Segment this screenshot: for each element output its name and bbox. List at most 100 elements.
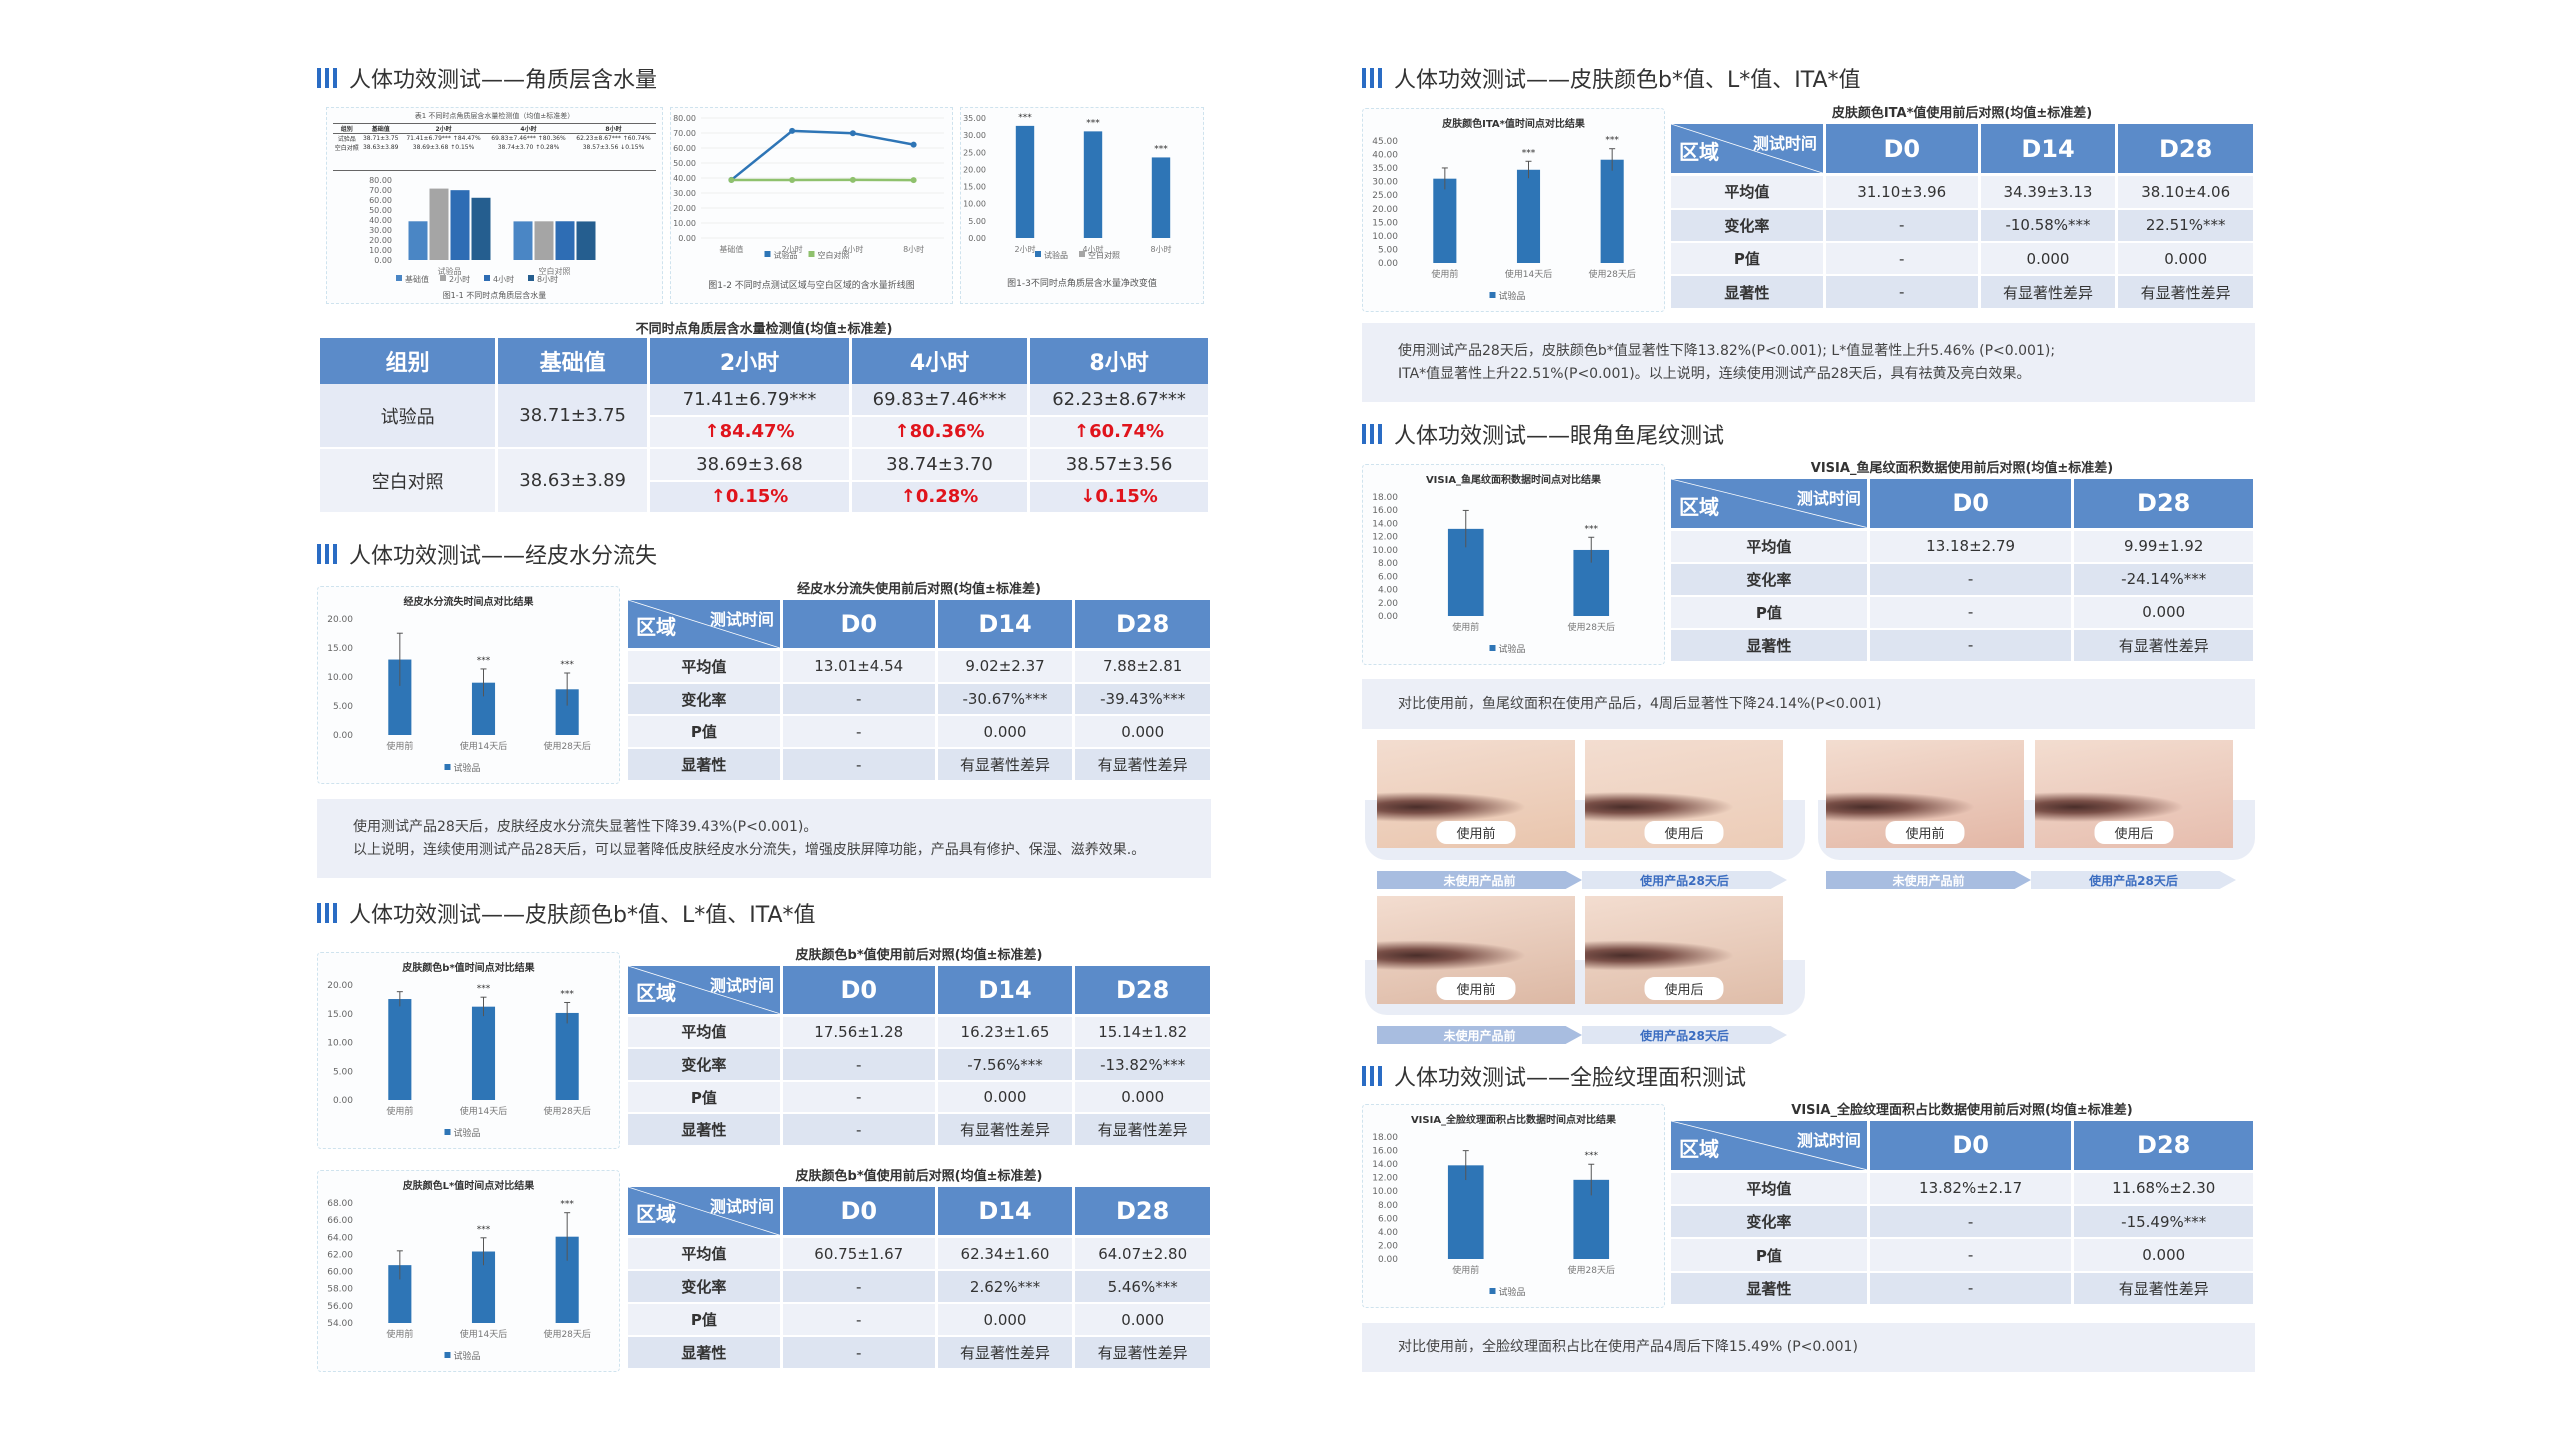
- table-row: P值 -0.000 0.000: [1671, 243, 2253, 277]
- legend-swatch: [1489, 1288, 1496, 1294]
- column-header: D14: [1980, 124, 2116, 177]
- chart-title: VISIA_全脸纹理面积占比数据时间点对比结果: [1411, 1113, 1617, 1126]
- bar: [471, 682, 496, 735]
- table-cell: 22.51%***: [2118, 209, 2253, 244]
- timeline-arrows: 未使用产品前 使用产品28天后: [1377, 1026, 1787, 1044]
- y-tick-label: 15.00: [1372, 218, 1398, 228]
- y-tick-label: 20.00: [369, 236, 392, 245]
- x-tick-label: 使用前: [386, 740, 413, 752]
- mini-header: 基础值: [360, 124, 402, 134]
- comparison-table: 测试时间 区域 D0 D14 D28 平均值 60.75±1.67 62.34±1.60 64.…: [625, 1187, 1213, 1370]
- bar: [1447, 1165, 1484, 1259]
- x-tick-label: 使用28天后: [543, 1328, 590, 1340]
- table-caption: 皮肤颜色b*值使用前后对照(均值±标准差): [795, 1169, 1043, 1184]
- bar: [1516, 169, 1541, 263]
- diagonal-divider: [1671, 1121, 1867, 1170]
- table-cell: 有显著性差异: [1075, 1114, 1210, 1147]
- x-tick-label: 使用28天后: [543, 740, 590, 752]
- significance-label: ***: [560, 660, 574, 670]
- section-bars-icon: [1362, 424, 1382, 444]
- note-line: ITA*值显著性上升22.51%(P<0.001)。以上说明，连续使用测试产品2…: [1398, 365, 2031, 382]
- table-caption: 皮肤颜色ITA*值使用前后对照(均值±标准差): [1831, 106, 2093, 121]
- table-caption: VISIA_全脸纹理面积占比数据使用前后对照(均值±标准差): [1791, 1103, 2133, 1118]
- table-cell: 有显著性差异: [937, 749, 1073, 782]
- y-tick-label: 58.00: [327, 1285, 353, 1295]
- bar: [1083, 131, 1103, 238]
- chart-title: 皮肤颜色L*值时间点对比结果: [402, 1179, 536, 1192]
- row-label: 平均值: [1671, 1172, 1867, 1207]
- y-tick-label: 15.00: [963, 183, 986, 192]
- table-cell: 0.000: [1075, 1304, 1210, 1338]
- y-tick-label: 0.00: [1378, 612, 1398, 622]
- mini-cell: 试验品: [337, 136, 356, 143]
- comparison-table: 测试时间 区域 D0 D14 D28 平均值 17.56±1.28 16.23±1.65 15.…: [625, 966, 1213, 1147]
- y-tick-label: 20.00: [673, 204, 696, 213]
- legend-swatch: [444, 1352, 451, 1358]
- x-tick-label: 使用前: [386, 1328, 413, 1340]
- table-cell: -39.43%***: [1075, 683, 1210, 717]
- bar: [388, 659, 412, 735]
- table-cell: -: [782, 1049, 935, 1082]
- y-tick-label: 54.00: [327, 1319, 353, 1329]
- table-caption: 皮肤颜色b*值使用前后对照(均值±标准差): [795, 948, 1043, 963]
- x-tick-label: 基础值: [719, 244, 743, 254]
- change-cell: ↑80.36%: [851, 416, 1028, 449]
- section-bars-icon: [317, 544, 337, 564]
- column-header: D14: [937, 1187, 1073, 1239]
- y-tick-label: 10.00: [673, 219, 696, 228]
- legend-swatch: [444, 764, 451, 770]
- photo-label: 使用前: [1436, 977, 1516, 1000]
- arrow-after: 使用产品28天后: [1582, 1026, 1787, 1044]
- y-tick-label: 80.00: [673, 114, 696, 123]
- table-row: 变化率 - -24.14%***: [1671, 563, 2253, 597]
- chart-title: 经皮水分流失时间点对比结果: [404, 595, 535, 608]
- table-cell: 有显著性差异: [1075, 749, 1210, 782]
- table-cell: -: [782, 1114, 935, 1147]
- row-label: 显著性: [628, 749, 780, 782]
- y-tick-label: 10.00: [327, 1039, 353, 1049]
- y-tick-label: 30.00: [673, 189, 696, 198]
- y-tick-label: 2.00: [1378, 599, 1398, 609]
- table-row: ↑84.47% ↑80.36% ↑60.74%: [320, 416, 1208, 449]
- legend-swatch: [1079, 251, 1085, 257]
- table-cell: -13.82%***: [1075, 1049, 1210, 1082]
- x-tick-label: 使用前: [1452, 1264, 1479, 1276]
- table-cell: 64.07±2.80: [1075, 1238, 1210, 1272]
- corner-bottom-label: 区域: [636, 980, 676, 1005]
- table-cell: -: [1869, 563, 2072, 597]
- table-cell: -: [1869, 1239, 2072, 1273]
- x-tick-label: 试验品: [438, 266, 462, 276]
- y-tick-label: 5.00: [968, 217, 986, 226]
- legend-label: 基础值: [405, 274, 429, 284]
- x-tick-label: 使用28天后: [543, 1105, 590, 1117]
- table-cell: 有显著性差异: [2074, 629, 2253, 663]
- x-tick-label: 使用14天后: [460, 1105, 507, 1117]
- legend-label: 试验品: [1499, 290, 1526, 302]
- x-tick-label: 8小时: [903, 244, 924, 254]
- y-tick-label: 10.00: [963, 200, 986, 209]
- y-tick-label: 12.00: [1372, 533, 1398, 543]
- section-title-text: 人体功效测试——经皮水分流失: [349, 544, 658, 569]
- change-cell: ↑0.28%: [851, 481, 1028, 514]
- tewl-note: 使用测试产品28天后，皮肤经皮水分流失显著性下降39.43%(P<0.001)。…: [317, 799, 1211, 878]
- x-tick-label: 使用28天后: [1568, 621, 1615, 633]
- section-title-moisture: 人体功效测试——角质层含水量: [317, 63, 657, 93]
- table-cell: 9.02±2.37: [937, 650, 1073, 684]
- table-cell: -: [1869, 1272, 2072, 1306]
- bar: [1151, 157, 1171, 238]
- legend-label: 试验品: [1499, 1286, 1526, 1298]
- table-cell: 13.01±4.54: [782, 650, 935, 684]
- row-label: 变化率: [1671, 1206, 1867, 1240]
- table-cell: -: [782, 1081, 935, 1115]
- table-cell: -30.67%***: [937, 683, 1073, 717]
- table-cell: -: [782, 749, 935, 782]
- y-tick-label: 50.00: [369, 206, 392, 215]
- y-tick-label: 35.00: [1372, 164, 1398, 174]
- mini-cell: 38.69±3.68 ↑0.15%: [412, 144, 475, 151]
- y-tick-label: 70.00: [673, 129, 696, 138]
- diagonal-divider: [628, 966, 780, 1014]
- section-title-crows: 人体功效测试——眼角鱼尾纹测试: [1362, 419, 1724, 449]
- legend-label: 4小时: [493, 274, 514, 284]
- x-tick-label: 4小时: [842, 244, 863, 254]
- y-tick-label: 40.00: [673, 174, 696, 183]
